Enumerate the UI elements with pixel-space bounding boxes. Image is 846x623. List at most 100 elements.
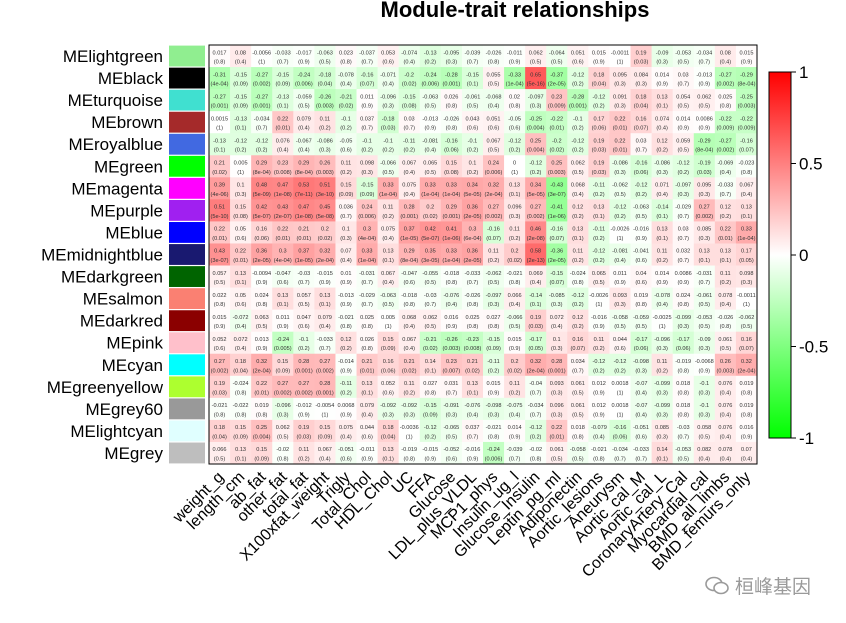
heatmap-cell bbox=[735, 265, 758, 288]
cell-correlation-label: 0.33 bbox=[383, 183, 394, 189]
heatmap-cell bbox=[714, 177, 737, 200]
heatmap-cell bbox=[398, 67, 421, 90]
cell-pvalue-label: (1e-04) bbox=[358, 258, 376, 264]
cell-pvalue-label: (0.8) bbox=[214, 302, 226, 308]
cell-correlation-label: -0.24 bbox=[297, 72, 310, 78]
heatmap-cell bbox=[335, 45, 357, 68]
heatmap-cell bbox=[672, 353, 695, 377]
cell-pvalue-label: (0.6) bbox=[382, 60, 394, 66]
heatmap-cell bbox=[461, 45, 484, 68]
cell-correlation-label: -0.12 bbox=[614, 359, 627, 365]
cell-pvalue-label: (0.4) bbox=[235, 346, 247, 352]
heatmap-cell bbox=[588, 199, 610, 222]
cell-correlation-label: -0.063 bbox=[633, 205, 649, 211]
cell-pvalue-label: (0.1) bbox=[509, 192, 521, 198]
cell-pvalue-label: (0.4) bbox=[720, 60, 732, 66]
watermark: 桓峰基因 bbox=[705, 572, 811, 599]
cell-pvalue-label: (0.2) bbox=[340, 170, 352, 176]
cell-pvalue-label: (1e-04) bbox=[442, 258, 460, 264]
cell-correlation-label: 0.26 bbox=[720, 359, 731, 365]
cell-pvalue-label: (0.01) bbox=[549, 434, 564, 440]
cell-correlation-label: 0.052 bbox=[381, 381, 395, 387]
heatmap-cell bbox=[672, 177, 695, 200]
heatmap-cell bbox=[314, 353, 336, 377]
heatmap-cell bbox=[293, 67, 315, 90]
heatmap-cell bbox=[483, 375, 505, 399]
heatmap-cell bbox=[588, 309, 610, 332]
cell-pvalue-label: (0.8) bbox=[467, 302, 479, 308]
cell-pvalue-label: (0.3) bbox=[656, 346, 668, 352]
heatmap-cell bbox=[440, 45, 463, 68]
heatmap-cell bbox=[609, 199, 631, 222]
heatmap-cell bbox=[314, 45, 336, 68]
cell-pvalue-label: (0.8) bbox=[340, 60, 352, 66]
cell-correlation-label: 0.019 bbox=[255, 403, 269, 409]
cell-correlation-label: 0.03 bbox=[678, 227, 689, 233]
heatmap-cell bbox=[398, 155, 421, 178]
heatmap-cell bbox=[483, 309, 505, 332]
cell-pvalue-label: (0.6) bbox=[277, 280, 289, 286]
cell-pvalue-label: (0.3) bbox=[446, 60, 458, 66]
cell-correlation-label: 0.062 bbox=[571, 161, 585, 167]
heatmap-cell bbox=[567, 353, 589, 377]
cell-correlation-label: -0.086 bbox=[654, 161, 670, 167]
cell-correlation-label: -0.0011 bbox=[737, 293, 756, 299]
cell-pvalue-label: (0.001) bbox=[548, 368, 566, 374]
cell-correlation-label: 0.1 bbox=[342, 227, 350, 233]
cell-pvalue-label: (2e-08) bbox=[527, 236, 545, 242]
cell-correlation-label: -0.1 bbox=[299, 337, 309, 343]
cell-pvalue-label: (0.9) bbox=[298, 60, 310, 66]
cell-correlation-label: 0.098 bbox=[360, 161, 374, 167]
cell-correlation-label: -0.076 bbox=[465, 403, 481, 409]
cell-pvalue-label: (0.8) bbox=[572, 280, 584, 286]
cell-pvalue-label: (0.01) bbox=[297, 236, 312, 242]
cell-pvalue-label: (0.2) bbox=[656, 368, 668, 374]
cell-pvalue-label: (0.2) bbox=[361, 148, 373, 154]
heatmap-cell bbox=[567, 111, 589, 134]
heatmap-cell bbox=[314, 199, 336, 222]
cell-correlation-label: -0.12 bbox=[234, 138, 247, 144]
cell-pvalue-label: (0.2) bbox=[614, 368, 626, 374]
heatmap-cell bbox=[609, 67, 631, 90]
cell-correlation-label: -0.12 bbox=[593, 94, 606, 100]
cell-pvalue-label: (0.4) bbox=[298, 126, 310, 132]
cell-pvalue-label: (0.4) bbox=[235, 60, 247, 66]
cell-correlation-label: 0.085 bbox=[655, 425, 669, 431]
heatmap-cell bbox=[398, 419, 421, 443]
heatmap-cell bbox=[525, 67, 547, 90]
cell-correlation-label: 0.061 bbox=[550, 447, 564, 453]
cell-pvalue-label: (0.006) bbox=[358, 214, 376, 220]
cell-correlation-label: 0.23 bbox=[446, 359, 457, 365]
cell-pvalue-label: (0.4) bbox=[382, 280, 394, 286]
cell-correlation-label: 0.075 bbox=[402, 183, 416, 189]
heatmap-cell bbox=[335, 177, 357, 200]
cell-pvalue-label: (0.6) bbox=[361, 434, 373, 440]
cell-pvalue-label: (0.01) bbox=[718, 236, 733, 242]
heatmap-cell bbox=[630, 331, 652, 355]
cell-pvalue-label: (0.9) bbox=[425, 456, 437, 462]
heatmap-cell bbox=[314, 177, 336, 200]
cell-pvalue-label: (0.4) bbox=[720, 434, 732, 440]
cell-pvalue-label: (0.5) bbox=[551, 60, 563, 66]
heatmap-cell bbox=[314, 331, 336, 355]
cell-pvalue-label: (0.3) bbox=[530, 104, 542, 110]
cell-pvalue-label: (0.3) bbox=[614, 170, 626, 176]
module-color-swatch bbox=[169, 266, 205, 287]
cell-pvalue-label: (0.05) bbox=[739, 258, 754, 264]
heatmap-cell bbox=[630, 89, 652, 112]
heatmap-cell bbox=[293, 309, 315, 332]
cell-correlation-label: -0.12 bbox=[529, 161, 542, 167]
cell-pvalue-label: (0.3) bbox=[614, 82, 626, 88]
cell-correlation-label: 0.21 bbox=[362, 359, 373, 365]
cell-correlation-label: 0.013 bbox=[255, 337, 269, 343]
cell-correlation-label: 0.059 bbox=[676, 138, 690, 144]
cell-correlation-label: 0.062 bbox=[697, 94, 711, 100]
cell-pvalue-label: (0.1) bbox=[382, 258, 394, 264]
cell-pvalue-label: (0.1) bbox=[656, 236, 668, 242]
cell-correlation-label: 0.032 bbox=[676, 249, 690, 255]
heatmap-cell bbox=[335, 441, 357, 465]
cell-pvalue-label: (0.8) bbox=[256, 302, 268, 308]
heatmap-cell bbox=[714, 45, 737, 68]
heatmap-cell bbox=[567, 243, 589, 266]
cell-correlation-label: -0.021 bbox=[486, 425, 502, 431]
